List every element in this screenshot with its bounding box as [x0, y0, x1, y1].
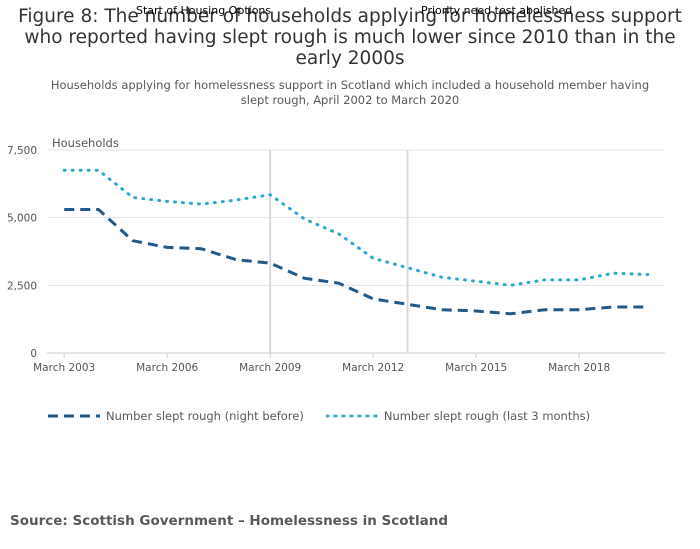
x-tick-label-2018: March 2018	[548, 362, 610, 374]
source-note: Source: Scottish Government – Homelessne…	[10, 513, 449, 529]
x-tick-label-2003: March 2003	[33, 362, 95, 374]
x-tick-label-2012: March 2012	[342, 362, 404, 374]
y-tick-label-0: 0	[30, 348, 37, 360]
x-tick-label-2015: March 2015	[445, 362, 507, 374]
legend-item-last-3-months[interactable]: Number slept rough (last 3 months)	[325, 409, 591, 423]
legend-swatch-night-before	[48, 414, 100, 418]
series-line-1	[62, 168, 650, 287]
legend: Number slept rough (night before) Number…	[48, 409, 612, 423]
y-axis-label: Households	[52, 136, 119, 150]
x-tick-label-2009: March 2009	[239, 362, 301, 374]
legend-label-night-before: Number slept rough (night before)	[106, 409, 304, 423]
y-tick-label-2500: 2,500	[7, 280, 37, 292]
annotation-priority-need: Priority need test abolished	[421, 4, 573, 17]
annotation-housing-options: Start of Housing Options	[136, 4, 272, 17]
y-tick-label-5000: 5,000	[7, 213, 37, 225]
chart-subtitle: Households applying for homelessness sup…	[50, 78, 650, 107]
legend-label-last-3-months: Number slept rough (last 3 months)	[383, 409, 591, 423]
x-tick-label-2006: March 2006	[136, 362, 198, 374]
series-line-0	[64, 208, 648, 316]
chart-title: Figure 8: The number of households apply…	[18, 6, 682, 69]
legend-item-night-before[interactable]: Number slept rough (night before)	[48, 409, 304, 423]
legend-swatch-last-3-months	[325, 414, 378, 418]
y-tick-label-7500: 7,500	[7, 145, 37, 157]
